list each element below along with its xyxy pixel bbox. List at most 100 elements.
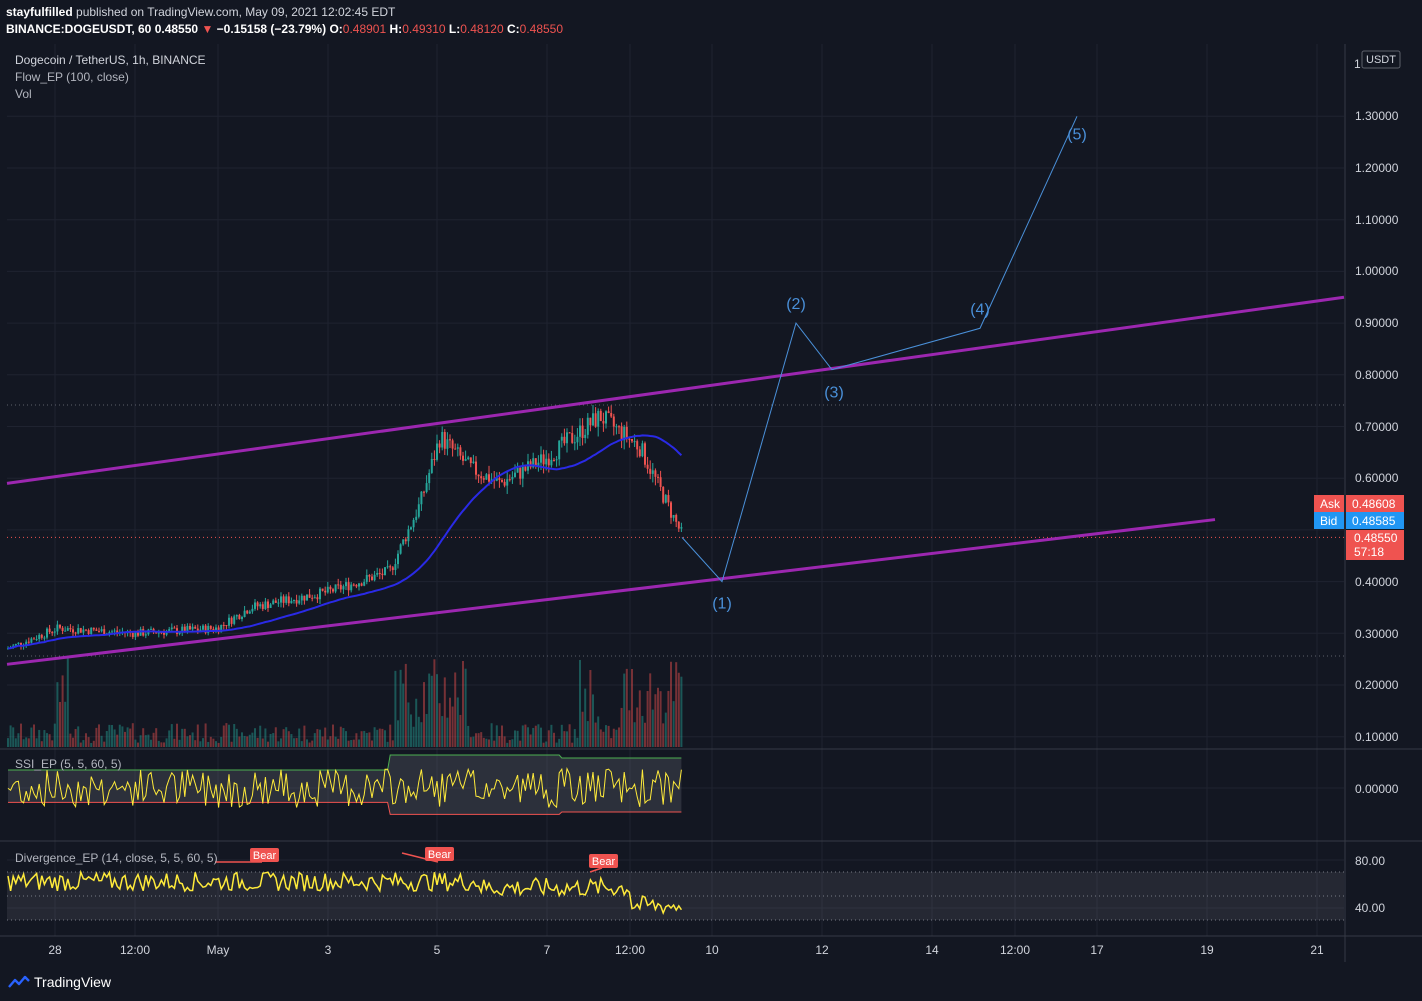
volume-bar	[462, 660, 464, 747]
volume-bar	[657, 687, 659, 747]
volume-bar	[675, 662, 678, 747]
volume-bar	[589, 670, 592, 747]
volume-bar	[165, 738, 168, 747]
price-tick: 0.80000	[1355, 368, 1399, 382]
candle-body	[472, 461, 475, 464]
ssi-legend[interactable]: SSI_EP (5, 5, 60, 5)	[15, 757, 122, 771]
volume-bar	[144, 735, 147, 747]
volume-bar	[352, 739, 355, 747]
author-name[interactable]: stayfulfilled	[6, 5, 73, 19]
volume-bar	[204, 723, 207, 747]
time-axis[interactable]: 28 12:00 May 3 5 7 12:00 10 12 14 12:00 17 19 21	[48, 943, 1324, 957]
volume-bar	[342, 727, 345, 747]
volume-bar	[272, 733, 275, 747]
candle-body	[438, 443, 441, 448]
volume-bar	[246, 736, 249, 747]
volume-bar	[670, 661, 672, 747]
volume-bar	[173, 738, 176, 747]
candle-body	[345, 582, 347, 587]
currency-box[interactable]	[1361, 50, 1401, 69]
volume-bar	[534, 725, 537, 747]
volume-bar	[485, 738, 488, 747]
volume-bar	[623, 673, 626, 747]
candle-body	[235, 615, 238, 617]
volume-bar	[82, 740, 85, 747]
channel-lower-line	[6, 518, 1216, 666]
volume-bar	[436, 674, 438, 747]
time-tick: 19	[1200, 943, 1214, 957]
volume-bar	[508, 740, 511, 747]
main-legend-title[interactable]: Dogecoin / TetherUS, 1h, BINANCE	[15, 53, 206, 67]
volume-bar	[641, 715, 644, 747]
volume-bar	[371, 740, 373, 747]
volume-bar	[66, 657, 69, 747]
candle-body	[389, 566, 392, 568]
candle-body	[274, 600, 277, 603]
chart-canvas[interactable]: (1) (2) (3) (4) (5) Bear Bear Bear USDT 1 1.30…	[0, 44, 1422, 962]
volume-bar	[407, 702, 410, 747]
candle-body	[27, 641, 30, 643]
candle-body	[191, 626, 194, 630]
wave-label: (1)	[712, 596, 732, 613]
candle-body	[241, 616, 243, 620]
candle-body	[477, 474, 480, 477]
candle-body	[378, 572, 381, 574]
volume-bar	[142, 728, 145, 747]
volume-bar	[425, 713, 428, 747]
price-axis[interactable]: USDT 1 1.30000 1.20000 1.10000 1.00000 0…	[1354, 50, 1401, 915]
candle-body	[111, 631, 113, 633]
flow-legend[interactable]: Flow_EP (100, close)	[15, 70, 129, 84]
candle-body	[404, 539, 407, 542]
volume-bar	[178, 739, 181, 747]
volume-bar	[311, 740, 314, 747]
volume-bar	[490, 723, 493, 747]
volume-bar	[121, 726, 124, 747]
candle-body	[654, 470, 657, 477]
candle-body	[433, 459, 436, 461]
candle-body	[25, 641, 28, 646]
candle-body	[633, 441, 636, 443]
low-value: 0.48120	[460, 22, 504, 36]
candle-body	[534, 458, 537, 467]
candle-body	[553, 459, 555, 461]
vol-legend[interactable]: Vol	[15, 87, 32, 101]
volume-bar	[573, 729, 576, 747]
candle-body	[620, 426, 623, 441]
candle-body	[425, 483, 428, 492]
volume-bar	[542, 742, 545, 747]
candle-body	[103, 629, 106, 635]
candle-body	[339, 584, 342, 590]
volume-bar	[176, 723, 178, 747]
candle-body	[391, 567, 394, 571]
volume-bar	[503, 736, 506, 747]
bear-label: Bear	[428, 849, 452, 861]
candle-body	[519, 467, 522, 479]
volume-bar	[360, 731, 363, 747]
time-tick: 12:00	[615, 943, 645, 957]
candle-body	[467, 457, 470, 460]
candle-body	[277, 602, 280, 604]
candle-body	[506, 479, 509, 486]
tradingview-logo[interactable]: TradingView	[8, 974, 111, 990]
divergence-legend[interactable]: Divergence_EP (14, close, 5, 5, 60, 5)	[15, 851, 218, 865]
candle-body	[46, 628, 48, 638]
candle-body	[155, 632, 158, 634]
volume-bar	[501, 725, 503, 747]
volume-bar	[558, 738, 561, 747]
volume-bar	[191, 732, 194, 747]
symbol-label[interactable]: BINANCE:DOGEUSDT, 60	[6, 22, 152, 36]
bear-badge	[425, 847, 454, 861]
volume-bar	[451, 706, 454, 747]
candle-body	[40, 634, 43, 638]
volume-bar	[607, 725, 610, 747]
price-tick: 0.70000	[1355, 420, 1399, 434]
volume-bar	[300, 741, 303, 747]
candle-body	[35, 639, 38, 641]
volume-bar	[186, 736, 189, 747]
candle-body	[248, 611, 251, 614]
candle-body	[170, 627, 173, 630]
volume-bar	[256, 737, 259, 747]
candle-body	[113, 630, 116, 632]
candle-body	[352, 584, 355, 586]
volume-bar	[230, 741, 233, 747]
